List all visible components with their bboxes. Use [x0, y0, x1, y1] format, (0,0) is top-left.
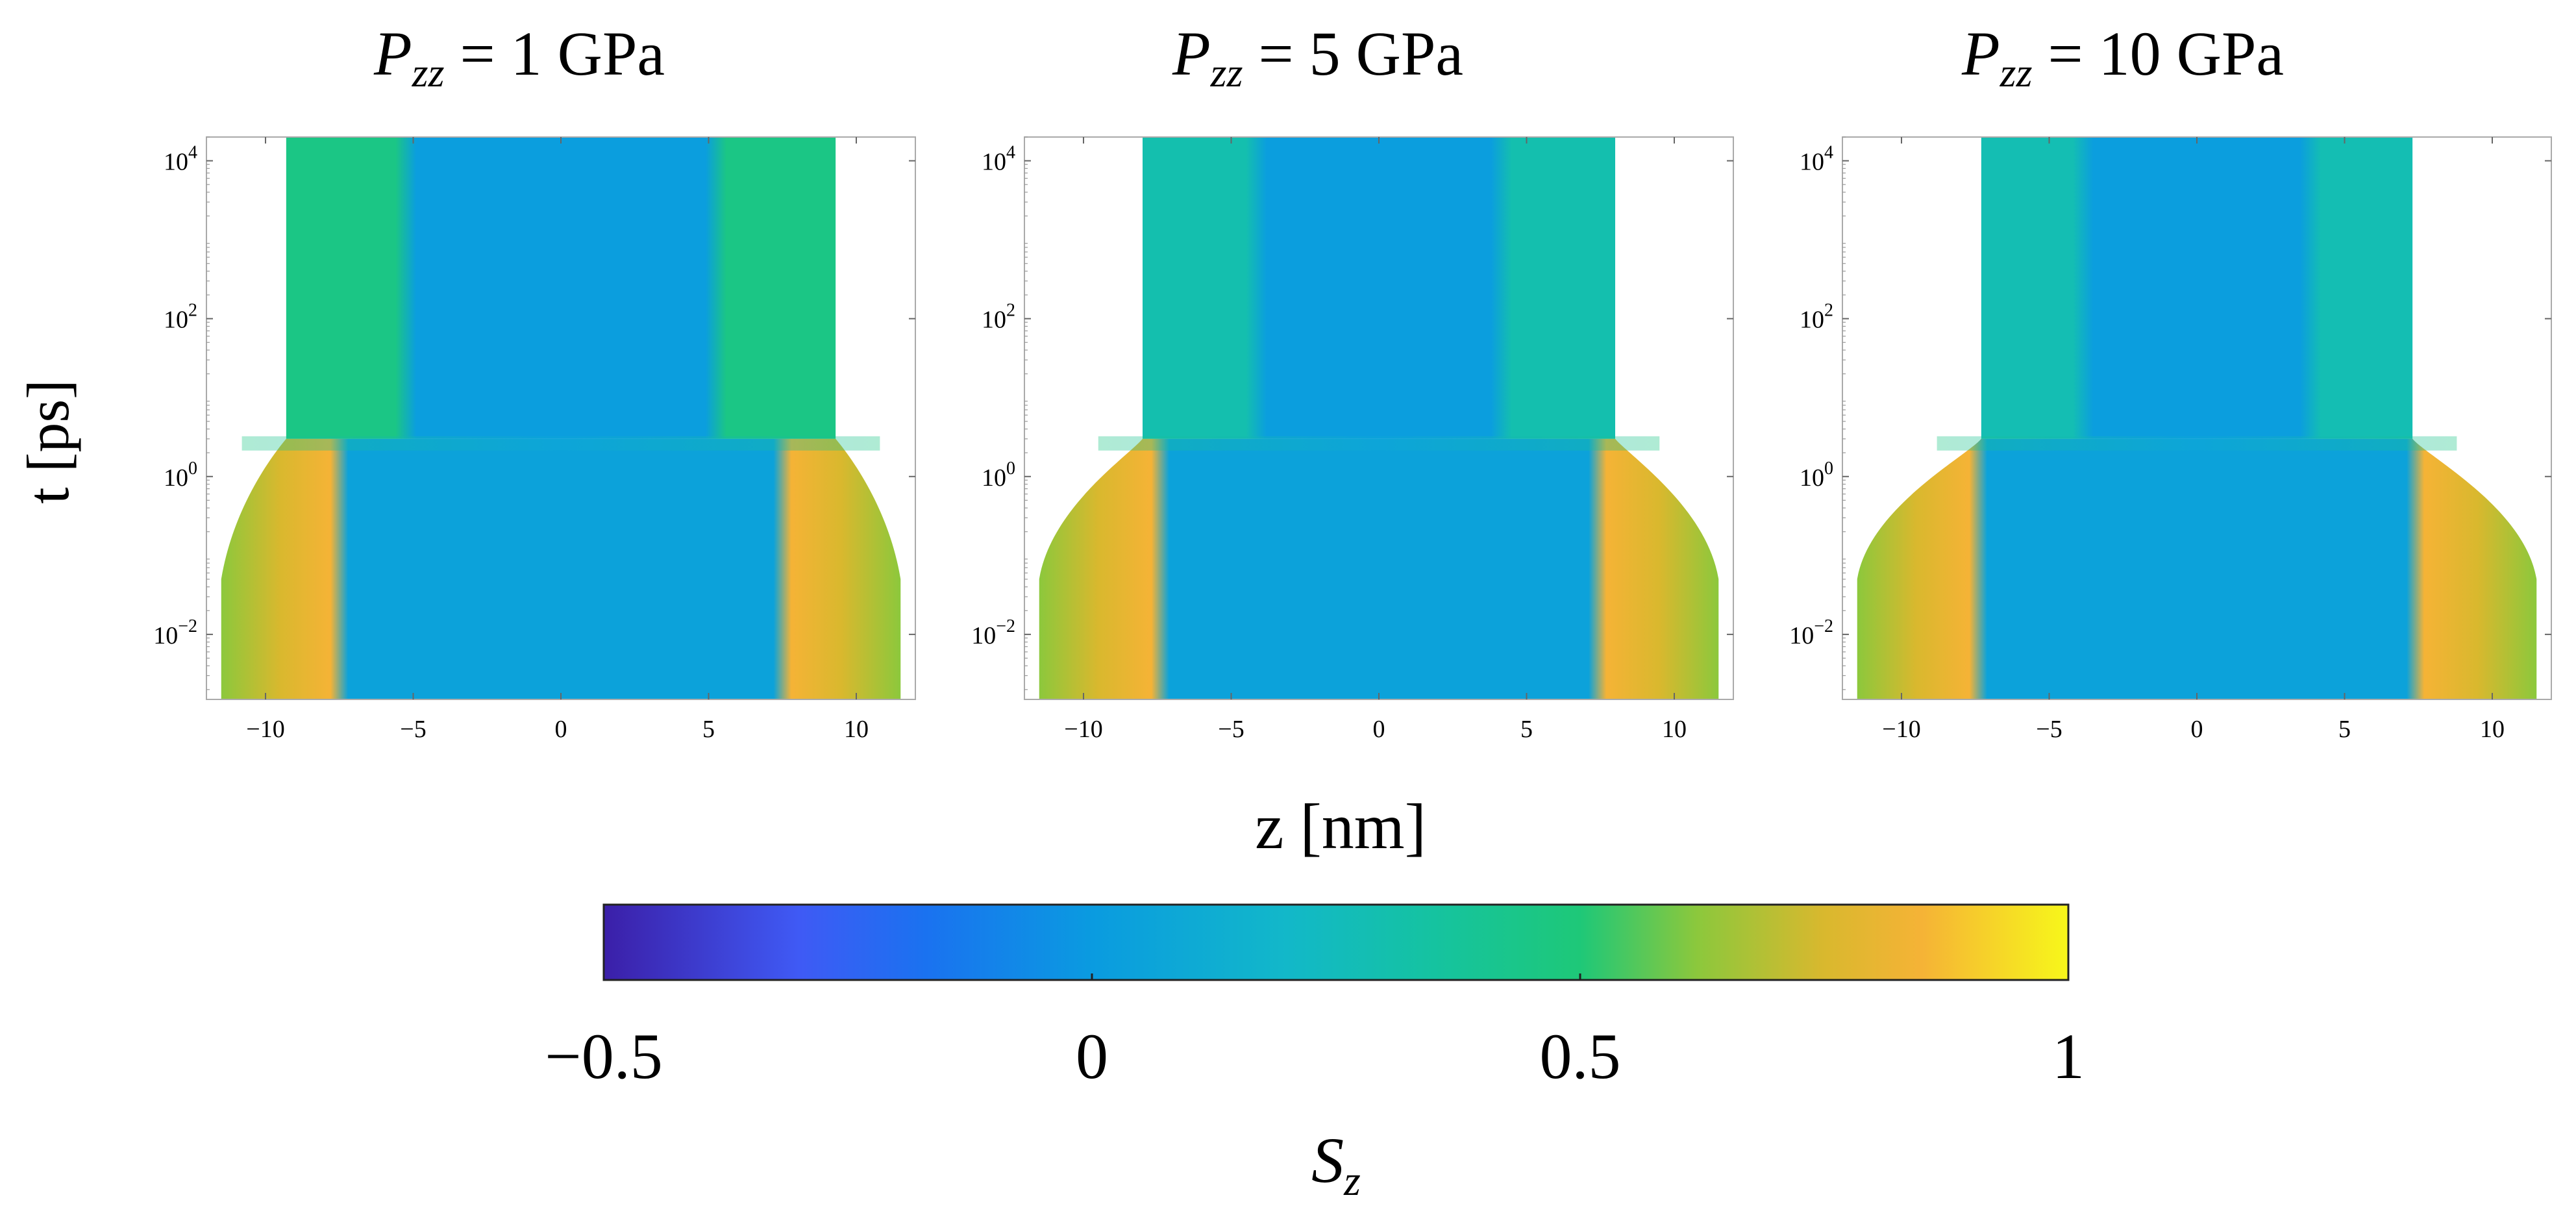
heatmap [1039, 137, 1719, 699]
y-tick-label: 10−2 [1789, 616, 1833, 649]
panel-3: −10 −5 0 5 10 10−2 100 102 104 Pzz = 10 GPa [1789, 19, 2552, 743]
x-tick-label: −10 [246, 716, 284, 743]
heatmap [221, 137, 901, 699]
early-region [221, 438, 901, 699]
y-tick-label: 104 [1800, 143, 1833, 176]
early-region [1039, 438, 1719, 699]
late-region [286, 137, 836, 439]
heatmap [1857, 137, 2537, 699]
y-axis-label: t [ps] [15, 379, 81, 504]
y-tick-label: 102 [164, 301, 197, 334]
late-region [1981, 137, 2413, 439]
transition-band [1937, 436, 2457, 451]
x-tick-label: 5 [1520, 716, 1533, 743]
x-axis-label: z [nm] [1255, 790, 1426, 862]
x-tick-label: −5 [400, 716, 426, 743]
x-tick-label: 0 [2191, 716, 2203, 743]
transition-band [1098, 436, 1660, 451]
y-tick-label: 10−2 [153, 616, 197, 649]
colorbar-label: Sz [1311, 1124, 1361, 1205]
colorbar-tick-label: −0.5 [545, 1020, 662, 1092]
panel-1: −10 −5 0 5 10 10−2 100 102 104 Pzz = 1 GPa [153, 19, 916, 743]
x-tick-label: 5 [2338, 716, 2351, 743]
colorbar-tick-label: 0 [1076, 1020, 1108, 1092]
late-region [1143, 137, 1615, 439]
panel-title: Pzz = 1 GPa [373, 19, 665, 95]
y-tick-label: 10−2 [971, 616, 1015, 649]
panel-2: −10 −5 0 5 10 10−2 100 102 104 Pzz = 5 GPa [971, 19, 1734, 743]
panel-title: Pzz = 5 GPa [1172, 19, 1463, 95]
y-tick-label: 104 [982, 143, 1015, 176]
x-tick-label: 10 [2480, 716, 2505, 743]
transition-band [242, 436, 880, 451]
early-region [1857, 438, 2537, 699]
x-tick-label: −5 [2036, 716, 2062, 743]
x-tick-label: 0 [555, 716, 567, 743]
colorbar-gradient [602, 903, 2070, 981]
colorbar-tick-label: 1 [2052, 1020, 2085, 1092]
colorbar: −0.5 0 0.5 1 Sz [545, 903, 2085, 1205]
y-tick-label: 104 [164, 143, 197, 176]
x-tick-label: 10 [844, 716, 869, 743]
x-tick-label: 5 [702, 716, 715, 743]
x-tick-label: −5 [1218, 716, 1244, 743]
x-tick-label: −10 [1064, 716, 1102, 743]
x-tick-label: 0 [1373, 716, 1385, 743]
x-tick-label: −10 [1882, 716, 1920, 743]
x-tick-label: 10 [1662, 716, 1687, 743]
y-tick-label: 100 [982, 458, 1015, 492]
y-tick-label: 100 [1800, 458, 1833, 492]
y-tick-label: 100 [164, 458, 197, 492]
y-tick-label: 102 [1800, 301, 1833, 334]
y-tick-label: 102 [982, 301, 1015, 334]
panel-title: Pzz = 10 GPa [1961, 19, 2284, 95]
colorbar-tick-label: 0.5 [1540, 1020, 1621, 1092]
